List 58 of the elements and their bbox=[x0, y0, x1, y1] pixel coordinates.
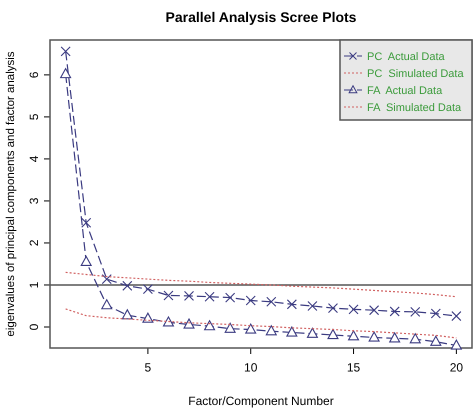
x-tick-label: 15 bbox=[346, 360, 361, 374]
y-axis-title: eigenvalues of principal components and factor analysis bbox=[5, 51, 17, 337]
y-tick-label: 1 bbox=[27, 281, 42, 288]
point bbox=[369, 305, 380, 316]
point bbox=[389, 332, 400, 342]
legend-label: PC Actual Data bbox=[367, 51, 446, 63]
point bbox=[204, 292, 215, 302]
line-series bbox=[65, 272, 457, 298]
legend-label: FA Simulated Data bbox=[367, 102, 462, 114]
point bbox=[60, 68, 72, 78]
point bbox=[430, 308, 441, 319]
point bbox=[60, 46, 71, 56]
point bbox=[80, 256, 92, 266]
y-tick-label: 4 bbox=[27, 155, 42, 162]
point bbox=[224, 322, 236, 333]
point bbox=[451, 311, 462, 322]
point bbox=[286, 299, 297, 310]
point bbox=[246, 295, 256, 306]
x-axis-title: Factor/Component Number bbox=[188, 394, 334, 408]
point bbox=[122, 280, 132, 291]
point bbox=[163, 290, 174, 301]
point bbox=[410, 333, 421, 344]
point bbox=[430, 336, 442, 346]
point bbox=[184, 290, 194, 301]
point bbox=[102, 274, 112, 284]
x-tick-label: 20 bbox=[450, 360, 464, 374]
point bbox=[142, 284, 153, 294]
y-tick-label: 2 bbox=[27, 239, 42, 246]
point bbox=[204, 320, 216, 330]
point bbox=[162, 316, 174, 327]
point bbox=[81, 218, 92, 228]
point bbox=[348, 304, 359, 314]
legend-label: PC Simulated Data bbox=[367, 68, 464, 80]
point bbox=[101, 299, 112, 310]
y-tick-label: 3 bbox=[27, 197, 42, 204]
point bbox=[266, 325, 277, 336]
chart-title: Parallel Analysis Scree Plots bbox=[166, 9, 357, 25]
point bbox=[266, 296, 276, 307]
point bbox=[184, 318, 195, 329]
y-tick-label: 5 bbox=[27, 113, 42, 120]
x-tick-label: 10 bbox=[244, 360, 258, 374]
point bbox=[306, 328, 318, 338]
legend-label: FA Actual Data bbox=[367, 85, 444, 97]
point bbox=[368, 332, 380, 342]
point bbox=[390, 306, 400, 316]
y-tick-label: 6 bbox=[27, 71, 42, 78]
x-tick-label: 5 bbox=[144, 360, 152, 374]
y-tick-label: 0 bbox=[27, 323, 42, 330]
point bbox=[410, 306, 420, 317]
point bbox=[348, 330, 360, 340]
point bbox=[450, 340, 462, 350]
point bbox=[122, 309, 133, 320]
point bbox=[245, 324, 256, 334]
point bbox=[307, 300, 318, 312]
point bbox=[328, 303, 338, 314]
point bbox=[225, 292, 236, 303]
point bbox=[327, 329, 338, 340]
point bbox=[286, 326, 298, 337]
